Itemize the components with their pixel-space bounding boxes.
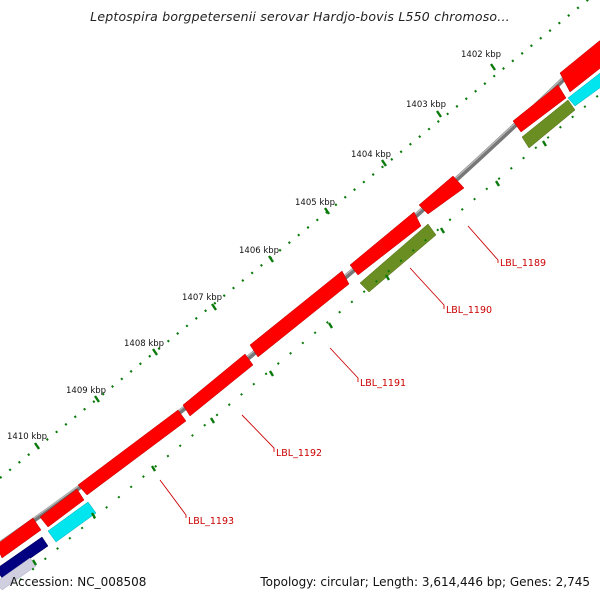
ruler-label: 1406 kbp [239,246,279,256]
genome-summary-text: Topology: circular; Length: 3,614,446 bp… [260,575,590,589]
gene-arrow[interactable] [559,38,600,93]
ruler-major-ticks [34,63,496,450]
ruler-label: 1408 kbp [124,339,164,349]
gene-arrow[interactable] [567,70,600,107]
map-title: Leptospira borgpetersenii serovar Hardjo… [90,9,510,24]
ruler-label: 1407 kbp [182,293,222,303]
label-leaders [159,225,499,518]
accession-text: Accession: NC_008508 [10,575,147,589]
gene-arrow-lbl-1193[interactable] [182,353,254,417]
inner-ruler-ticks [31,140,548,566]
ruler-label: 1402 kbp [461,50,501,60]
ruler-label: 1405 kbp [295,198,335,208]
ruler-dots [0,0,590,479]
gene-arrow[interactable] [39,488,85,528]
ruler-label: 1403 kbp [406,100,446,110]
backbone-highlight [0,40,600,543]
ruler-label: 1410 kbp [7,432,47,442]
gene-label-lbl-1189[interactable]: LBL_1189 [500,258,546,269]
gene-arrow [0,557,37,591]
gene-arrow[interactable] [0,517,42,559]
ruler-label: 1409 kbp [66,386,106,396]
gene-arrow[interactable] [47,501,97,543]
gene-arrow-lbl-1191[interactable] [349,211,422,276]
gene-label-lbl-1192[interactable]: LBL_1192 [276,448,322,459]
gene-label-lbl-1191[interactable]: LBL_1191 [360,378,406,389]
gene-arrow-lbl-1190[interactable] [359,223,437,293]
inner-ruler [19,93,600,581]
gene-arrow-lbl-1189[interactable] [418,175,465,215]
gene-labels: LBL_1189 LBL_1190 LBL_1191 LBL_1192 LBL_… [188,258,546,527]
gene-arrow[interactable] [0,536,49,579]
gene-arrow-lbl-1192[interactable] [249,270,350,358]
chromosome-backbone [0,40,600,547]
inner-ruler-dots [19,93,600,581]
gene-arrow[interactable] [77,409,187,496]
outer-ruler: 1402 kbp 1403 kbp 1404 kbp 1405 kbp 1406… [0,0,590,479]
reverse-strand [0,70,600,591]
ruler-label: 1404 kbp [351,150,391,160]
gene-label-lbl-1190[interactable]: LBL_1190 [446,305,492,316]
gene-arrow[interactable] [512,84,567,133]
gene-label-lbl-1193[interactable]: LBL_1193 [188,516,234,527]
gene-arrow[interactable] [521,99,576,149]
forward-strand [0,38,600,559]
